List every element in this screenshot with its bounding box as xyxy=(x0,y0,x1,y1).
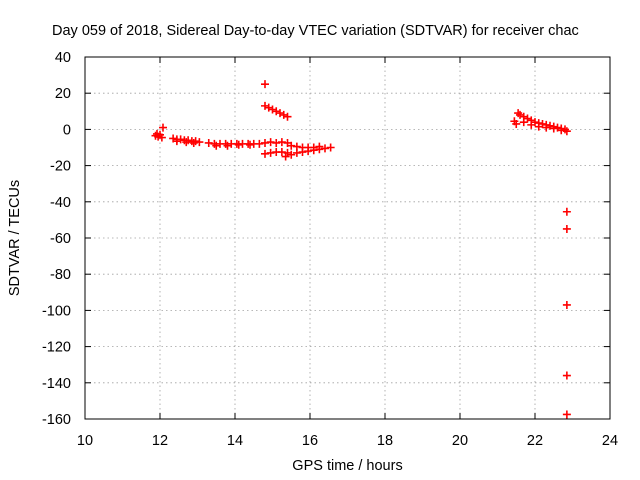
axis-ticks xyxy=(84,56,611,420)
x-tick-labels: 10 12 14 16 18 20 22 24 xyxy=(77,433,618,449)
data-point xyxy=(292,142,301,151)
data-point xyxy=(287,141,296,150)
data-point xyxy=(512,119,521,128)
data-point xyxy=(261,138,269,147)
data-point xyxy=(562,300,571,309)
y-tick-label: -120 xyxy=(42,340,71,356)
data-point xyxy=(514,109,523,118)
data-point xyxy=(189,138,198,147)
grid-lines xyxy=(85,57,610,419)
data-point xyxy=(272,107,281,116)
data-point xyxy=(159,123,167,132)
data-point xyxy=(172,137,181,146)
data-point xyxy=(266,148,275,157)
y-tick-label: -140 xyxy=(42,376,71,392)
data-point xyxy=(315,142,324,151)
y-tick-label: -20 xyxy=(50,159,71,175)
x-tick-label: 24 xyxy=(602,433,618,449)
data-point xyxy=(549,124,558,133)
data-point xyxy=(519,118,528,127)
data-point xyxy=(212,141,221,150)
data-point xyxy=(223,141,232,150)
data-point xyxy=(277,138,286,147)
data-point xyxy=(157,133,166,142)
y-tick-label: -100 xyxy=(42,303,71,319)
x-tick-label: 12 xyxy=(152,433,168,449)
y-tick-label: 0 xyxy=(63,122,71,138)
x-tick-label: 18 xyxy=(377,433,393,449)
data-point xyxy=(272,138,281,147)
data-point xyxy=(195,138,204,147)
y-tick-labels: 40 20 0 -20 -40 -60 -80 -100 -120 -140 -160 xyxy=(42,50,71,428)
data-point xyxy=(266,138,275,147)
data-point xyxy=(309,146,318,155)
data-point xyxy=(234,140,243,149)
x-tick-label: 14 xyxy=(227,433,243,449)
y-tick-label: -80 xyxy=(50,267,71,283)
data-points xyxy=(151,80,571,419)
x-tick-label: 10 xyxy=(77,433,93,449)
data-point xyxy=(287,150,296,159)
data-point xyxy=(562,224,571,233)
x-tick-label: 16 xyxy=(302,433,318,449)
data-point xyxy=(176,135,185,144)
data-point xyxy=(268,105,277,114)
data-point xyxy=(542,123,551,132)
x-tick-label: 22 xyxy=(527,433,543,449)
data-point xyxy=(277,148,286,157)
data-point xyxy=(255,139,264,148)
chart-title: Day 059 of 2018, Sidereal Day-to-day VTE… xyxy=(52,23,579,39)
data-point xyxy=(557,126,566,135)
data-point xyxy=(562,371,571,380)
data-point xyxy=(283,112,292,121)
data-point xyxy=(523,114,532,123)
data-point xyxy=(276,109,284,118)
data-point xyxy=(562,410,571,419)
data-point xyxy=(562,127,571,136)
data-point xyxy=(283,148,292,157)
y-tick-label: 20 xyxy=(55,86,71,102)
data-point xyxy=(261,149,269,158)
data-point xyxy=(281,152,290,161)
data-point xyxy=(516,110,524,119)
data-point xyxy=(534,122,543,131)
data-point xyxy=(246,140,254,149)
data-point xyxy=(182,138,191,147)
data-point xyxy=(321,144,329,153)
data-point xyxy=(261,80,269,89)
data-point xyxy=(261,101,269,110)
data-point xyxy=(279,110,288,119)
data-point xyxy=(326,143,335,152)
y-tick-label: 40 xyxy=(55,50,71,66)
y-tick-label: -40 xyxy=(50,195,71,211)
y-tick-label: -160 xyxy=(42,412,71,428)
data-point xyxy=(561,125,569,134)
data-point xyxy=(191,137,200,146)
data-point xyxy=(562,207,571,216)
y-tick-label: -60 xyxy=(50,231,71,247)
x-tick-label: 20 xyxy=(452,433,468,449)
data-point xyxy=(264,103,273,112)
y-axis-label: SDTVAR / TECUs xyxy=(7,180,23,296)
data-point xyxy=(527,120,536,129)
x-axis-label: GPS time / hours xyxy=(292,458,402,474)
data-point xyxy=(204,138,213,147)
